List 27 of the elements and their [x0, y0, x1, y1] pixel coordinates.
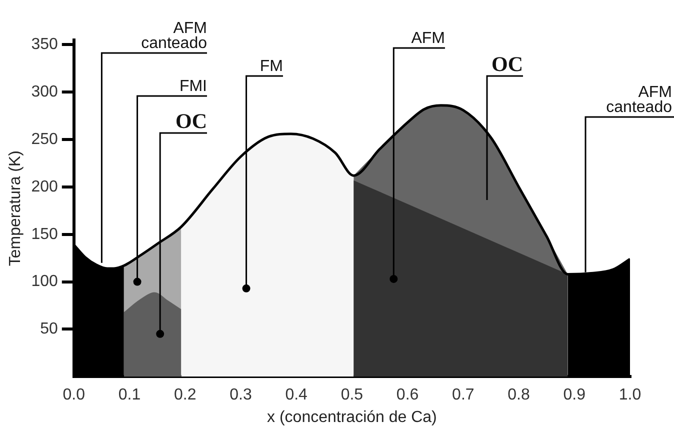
x-tick-label: 0.0	[62, 386, 86, 404]
x-tick-label: 0.2	[174, 386, 196, 404]
y-tick-label: 300	[31, 84, 58, 101]
y-axis-title: Temperatura (K)	[7, 150, 24, 266]
x-tick-label: 0.7	[452, 386, 474, 404]
x-axis-title: x (concentración de Ca)	[267, 408, 437, 426]
annotation: OC	[176, 109, 207, 133]
x-tick-label: 0.6	[396, 386, 419, 404]
annotation: AFM canteado	[141, 20, 208, 52]
annotation: OC	[492, 52, 523, 76]
y-tick-label: 100	[31, 273, 58, 290]
annotation: FM	[260, 58, 283, 75]
y-tick-label: 250	[31, 130, 58, 148]
x-tick-label: 0.8	[508, 386, 530, 404]
x-tick-label: 0.1	[118, 386, 141, 404]
y-tick-label: 150	[31, 226, 58, 243]
x-tick-label: 0.4	[285, 386, 308, 404]
x-tick-label: 1.0	[618, 386, 642, 404]
annotation: FMI	[179, 78, 207, 95]
x-tick-label: 0.3	[230, 386, 252, 404]
x-tick-label: 0.9	[563, 386, 586, 404]
annotation: AFM canteado	[606, 84, 672, 116]
x-tick-label: 0.5	[340, 386, 364, 404]
y-tick-label: 50	[40, 320, 58, 338]
annotation: AFM	[411, 30, 445, 47]
y-tick-label: 200	[31, 178, 58, 196]
y-tick-label: 350	[31, 36, 58, 54]
